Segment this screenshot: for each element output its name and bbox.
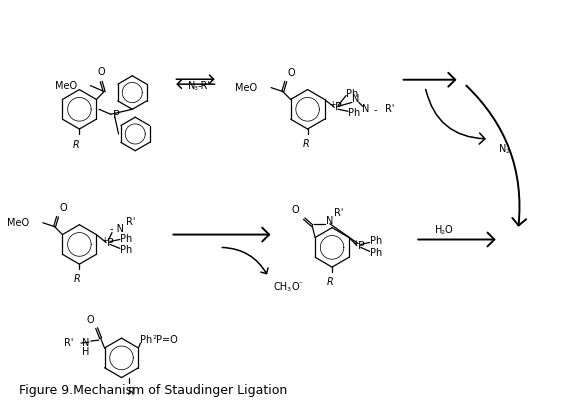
Text: O: O (59, 203, 67, 213)
Text: +: + (329, 100, 336, 109)
Text: R: R (128, 387, 134, 398)
Text: O: O (288, 68, 295, 78)
Text: H: H (435, 225, 442, 235)
Text: Ph: Ph (370, 248, 382, 258)
Text: Ph: Ph (120, 234, 132, 243)
Text: N: N (326, 216, 333, 226)
Text: 2: 2 (152, 335, 156, 340)
Text: Figure 9.Mechanism of Staudinger Ligation: Figure 9.Mechanism of Staudinger Ligatio… (19, 384, 287, 397)
Text: P: P (112, 110, 119, 120)
Text: R: R (73, 140, 80, 150)
Text: Ph: Ph (370, 236, 382, 247)
Text: O: O (292, 205, 299, 215)
Text: ⁻: ⁻ (299, 279, 303, 289)
Text: 2: 2 (506, 149, 510, 154)
Text: Ph: Ph (141, 335, 153, 345)
Text: +: + (101, 236, 107, 245)
Text: N: N (82, 338, 90, 348)
Text: N: N (362, 104, 370, 114)
Text: CH: CH (273, 282, 288, 292)
Text: 3: 3 (286, 287, 290, 292)
Text: 3: 3 (194, 86, 198, 91)
Text: R: R (302, 139, 309, 149)
Text: Ph: Ph (348, 108, 360, 118)
Text: MeO: MeO (7, 218, 29, 228)
Text: - N: - N (110, 224, 124, 234)
Text: 2: 2 (441, 230, 445, 235)
Text: O: O (445, 225, 453, 235)
Text: Ph: Ph (120, 245, 132, 255)
Text: R': R' (126, 217, 135, 227)
Text: MeO: MeO (55, 81, 77, 91)
Text: O: O (97, 67, 105, 77)
Text: P: P (335, 102, 342, 112)
Text: -: - (373, 105, 377, 115)
Text: N: N (188, 81, 195, 91)
Text: P=O: P=O (156, 335, 178, 345)
Text: P: P (107, 239, 114, 248)
Text: H: H (82, 347, 90, 357)
Text: O: O (292, 282, 299, 292)
Text: Ph: Ph (346, 88, 358, 98)
Text: R: R (74, 274, 81, 284)
Text: O: O (86, 315, 94, 325)
Text: N: N (498, 144, 506, 154)
Text: N: N (352, 94, 359, 105)
Text: R': R' (64, 338, 73, 348)
Text: MeO: MeO (235, 83, 257, 93)
Text: R': R' (385, 104, 394, 114)
Text: P: P (358, 241, 364, 252)
Text: R': R' (334, 208, 343, 218)
Text: +: + (352, 239, 358, 248)
Text: R: R (327, 277, 333, 287)
Text: -R': -R' (198, 81, 211, 91)
